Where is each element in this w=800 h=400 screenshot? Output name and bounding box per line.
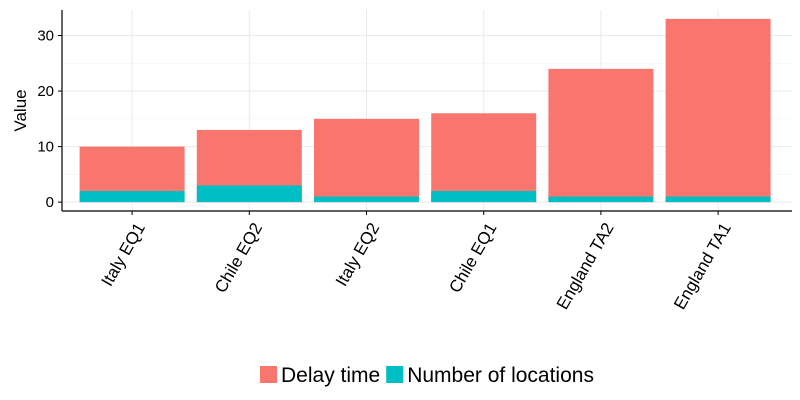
bar-number-of-locations [79, 191, 185, 203]
x-tick-label: Chile EQ1 [445, 220, 500, 297]
x-tick-label: England TA2 [553, 220, 618, 313]
bar-delay-time [548, 68, 654, 203]
bar-delay-time [314, 118, 419, 203]
x-tick-label: Italy EQ2 [332, 220, 383, 290]
bar-number-of-locations [196, 185, 302, 203]
bar-number-of-locations [314, 196, 419, 203]
legend-label: Number of locations [407, 364, 594, 387]
axes [61, 10, 792, 212]
y-tick-label: 0 [46, 194, 54, 211]
y-tick-label: 10 [37, 139, 54, 156]
x-tick-label: Italy EQ1 [98, 220, 149, 290]
y-tick-label: 30 [37, 28, 54, 45]
bar-delay-time [665, 18, 771, 203]
bar-number-of-locations [431, 191, 537, 203]
y-ticks: 0 10 20 30 [37, 28, 62, 211]
legend-swatch [260, 366, 277, 383]
legend-swatch [386, 366, 404, 383]
x-tick-label: England TA1 [670, 220, 735, 313]
y-axis-title: Value [11, 89, 30, 131]
legend: Delay time Number of locations [260, 364, 594, 387]
y-tick-label: 20 [37, 83, 54, 100]
x-tick-label: Chile EQ2 [211, 219, 266, 296]
x-ticks: Italy EQ1 Chile EQ2 Italy EQ2 Chile EQ1 Engl… [98, 211, 735, 313]
legend-label: Delay time [281, 364, 380, 387]
bar-number-of-locations [548, 196, 654, 203]
bar-delay-time [431, 113, 537, 203]
bar-number-of-locations [665, 196, 771, 203]
bars [79, 18, 771, 203]
